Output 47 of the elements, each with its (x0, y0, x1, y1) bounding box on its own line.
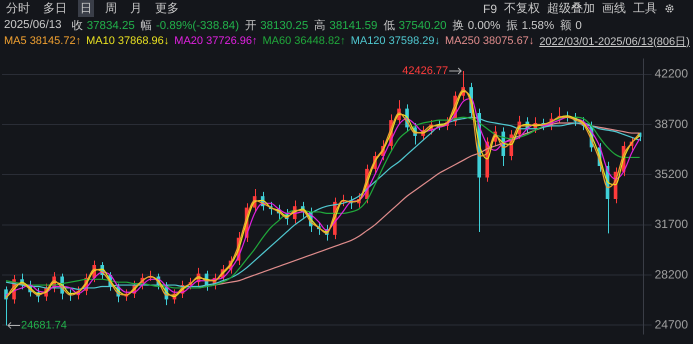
text: 37726.96↑ (206, 35, 258, 47)
text: 周 (104, 0, 118, 17)
text: 收 (72, 20, 84, 32)
text: F9 (482, 2, 497, 16)
text: 38141.59 (329, 20, 378, 32)
text: 38145.72↑ (30, 35, 82, 47)
text: MA10 (86, 35, 115, 47)
annotation: 24681.74 (21, 319, 67, 332)
text: MA250 (445, 35, 480, 47)
text: 工具 (633, 0, 657, 17)
y-tick-label: 38700 (654, 116, 688, 131)
text: 幅 (140, 20, 153, 32)
text: MA5 (4, 35, 27, 47)
text: 更多 (154, 0, 180, 17)
text: 37598.29↓ (388, 35, 440, 47)
text: 38075.67↓ (482, 35, 534, 47)
text: 37868.96↓ (118, 35, 170, 47)
y-tick-label: 28200 (654, 267, 688, 282)
candlestick (4, 286, 8, 326)
text: 分时 (5, 0, 31, 17)
text: 2022/03/01-2025/06/13(806日) (539, 34, 690, 48)
text: MA60 (262, 35, 292, 47)
text: 月 (129, 0, 143, 17)
text: 2025/06/13 (4, 19, 62, 31)
text: 日 (78, 0, 94, 17)
text: MA20 (174, 35, 204, 47)
text: 超级叠加 (547, 0, 595, 17)
text: 换 0.00% (452, 18, 500, 32)
text: 额 0 (560, 18, 582, 32)
text: 36448.82↑ (294, 35, 346, 47)
y-tick-label: 31700 (654, 217, 688, 232)
text: 低 (383, 20, 396, 32)
text: 开 (245, 20, 258, 32)
text: 37834.25 (86, 20, 135, 32)
y-tick-label: 35200 (654, 166, 688, 181)
text: 不复权 (504, 0, 540, 17)
text: 37540.20 (398, 20, 447, 32)
y-tick-label: 24700 (654, 318, 688, 332)
annotation: 42426.77 (402, 65, 448, 78)
text: 38130.25 (260, 20, 308, 32)
text: 振 1.58% (506, 18, 554, 32)
text: -0.89%(-338.84) (156, 20, 240, 32)
text: 高 (314, 20, 326, 32)
text: MA120 (350, 35, 386, 47)
y-tick-label: 42200 (654, 66, 688, 81)
text: 多日 (42, 0, 68, 17)
text: 画线 (602, 0, 626, 17)
